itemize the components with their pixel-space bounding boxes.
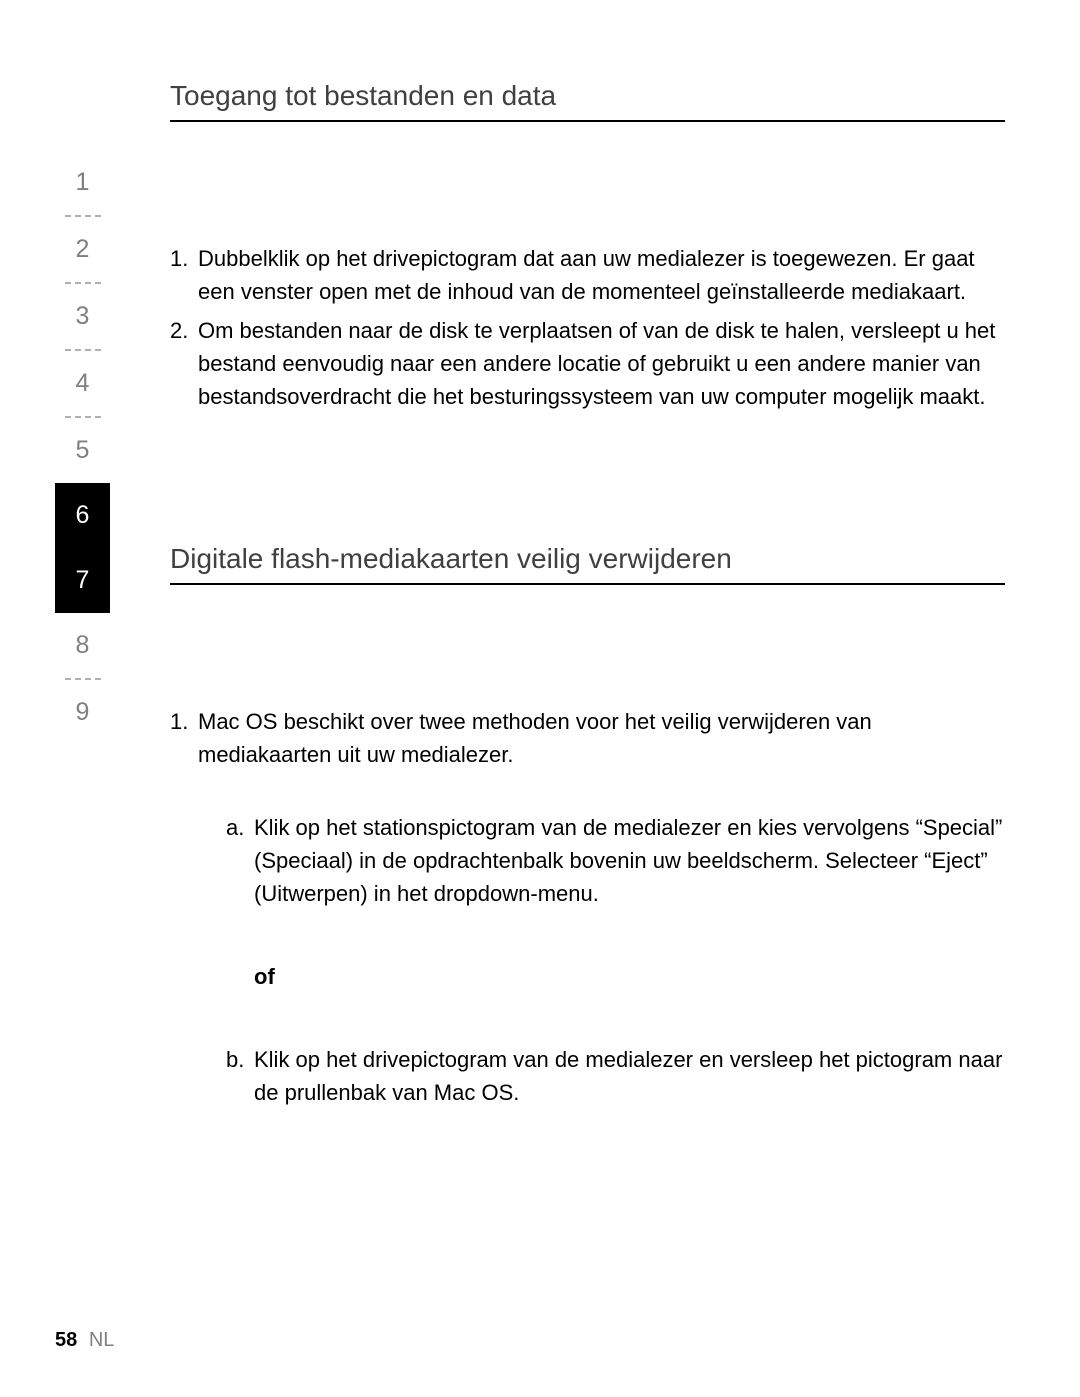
section1-item-2: Om bestanden naar de disk te verplaatsen… [170, 314, 1005, 413]
sidebar-item-1[interactable]: 1 [55, 150, 110, 215]
section2-list: Mac OS beschikt over twee methoden voor … [170, 705, 1005, 1109]
sidebar-item-9[interactable]: 9 [55, 680, 110, 745]
section2-sublist-b: Klik op het drivepictogram van de medial… [198, 1043, 1005, 1109]
section2-item-1: Mac OS beschikt over twee methoden voor … [170, 705, 1005, 1109]
page-language: NL [89, 1329, 115, 1351]
sidebar-item-4[interactable]: 4 [55, 351, 110, 416]
section2-intro-text: Mac OS beschikt over twee methoden voor … [198, 709, 872, 767]
of-separator: of [226, 960, 1005, 993]
section2-sublist: Klik op het stationspictogram van de med… [198, 811, 1005, 910]
sidebar-item-6[interactable]: 6 [55, 483, 110, 548]
section2-sub-a: Klik op het stationspictogram van de med… [226, 811, 1005, 910]
section-title-remove: Digitale flash-mediakaarten veilig verwi… [170, 543, 1005, 585]
sidebar-item-3[interactable]: 3 [55, 284, 110, 349]
page-number: 58 [55, 1329, 77, 1351]
page-footer: 58 NL [55, 1329, 114, 1352]
sidebar-item-5[interactable]: 5 [55, 418, 110, 483]
section-nav-sidebar: 1 2 3 4 5 6 7 8 9 [55, 150, 110, 745]
sidebar-item-7[interactable]: 7 [55, 548, 110, 613]
section-title-access: Toegang tot bestanden en data [170, 80, 1005, 122]
sidebar-item-8[interactable]: 8 [55, 613, 110, 678]
section2-sub-b: Klik op het drivepictogram van de medial… [226, 1043, 1005, 1109]
sidebar-item-2[interactable]: 2 [55, 217, 110, 282]
section1-list: Dubbelklik op het drivepictogram dat aan… [170, 242, 1005, 413]
section1-item-1: Dubbelklik op het drivepictogram dat aan… [170, 242, 1005, 308]
main-content: Toegang tot bestanden en data Dubbelklik… [170, 80, 1025, 1109]
